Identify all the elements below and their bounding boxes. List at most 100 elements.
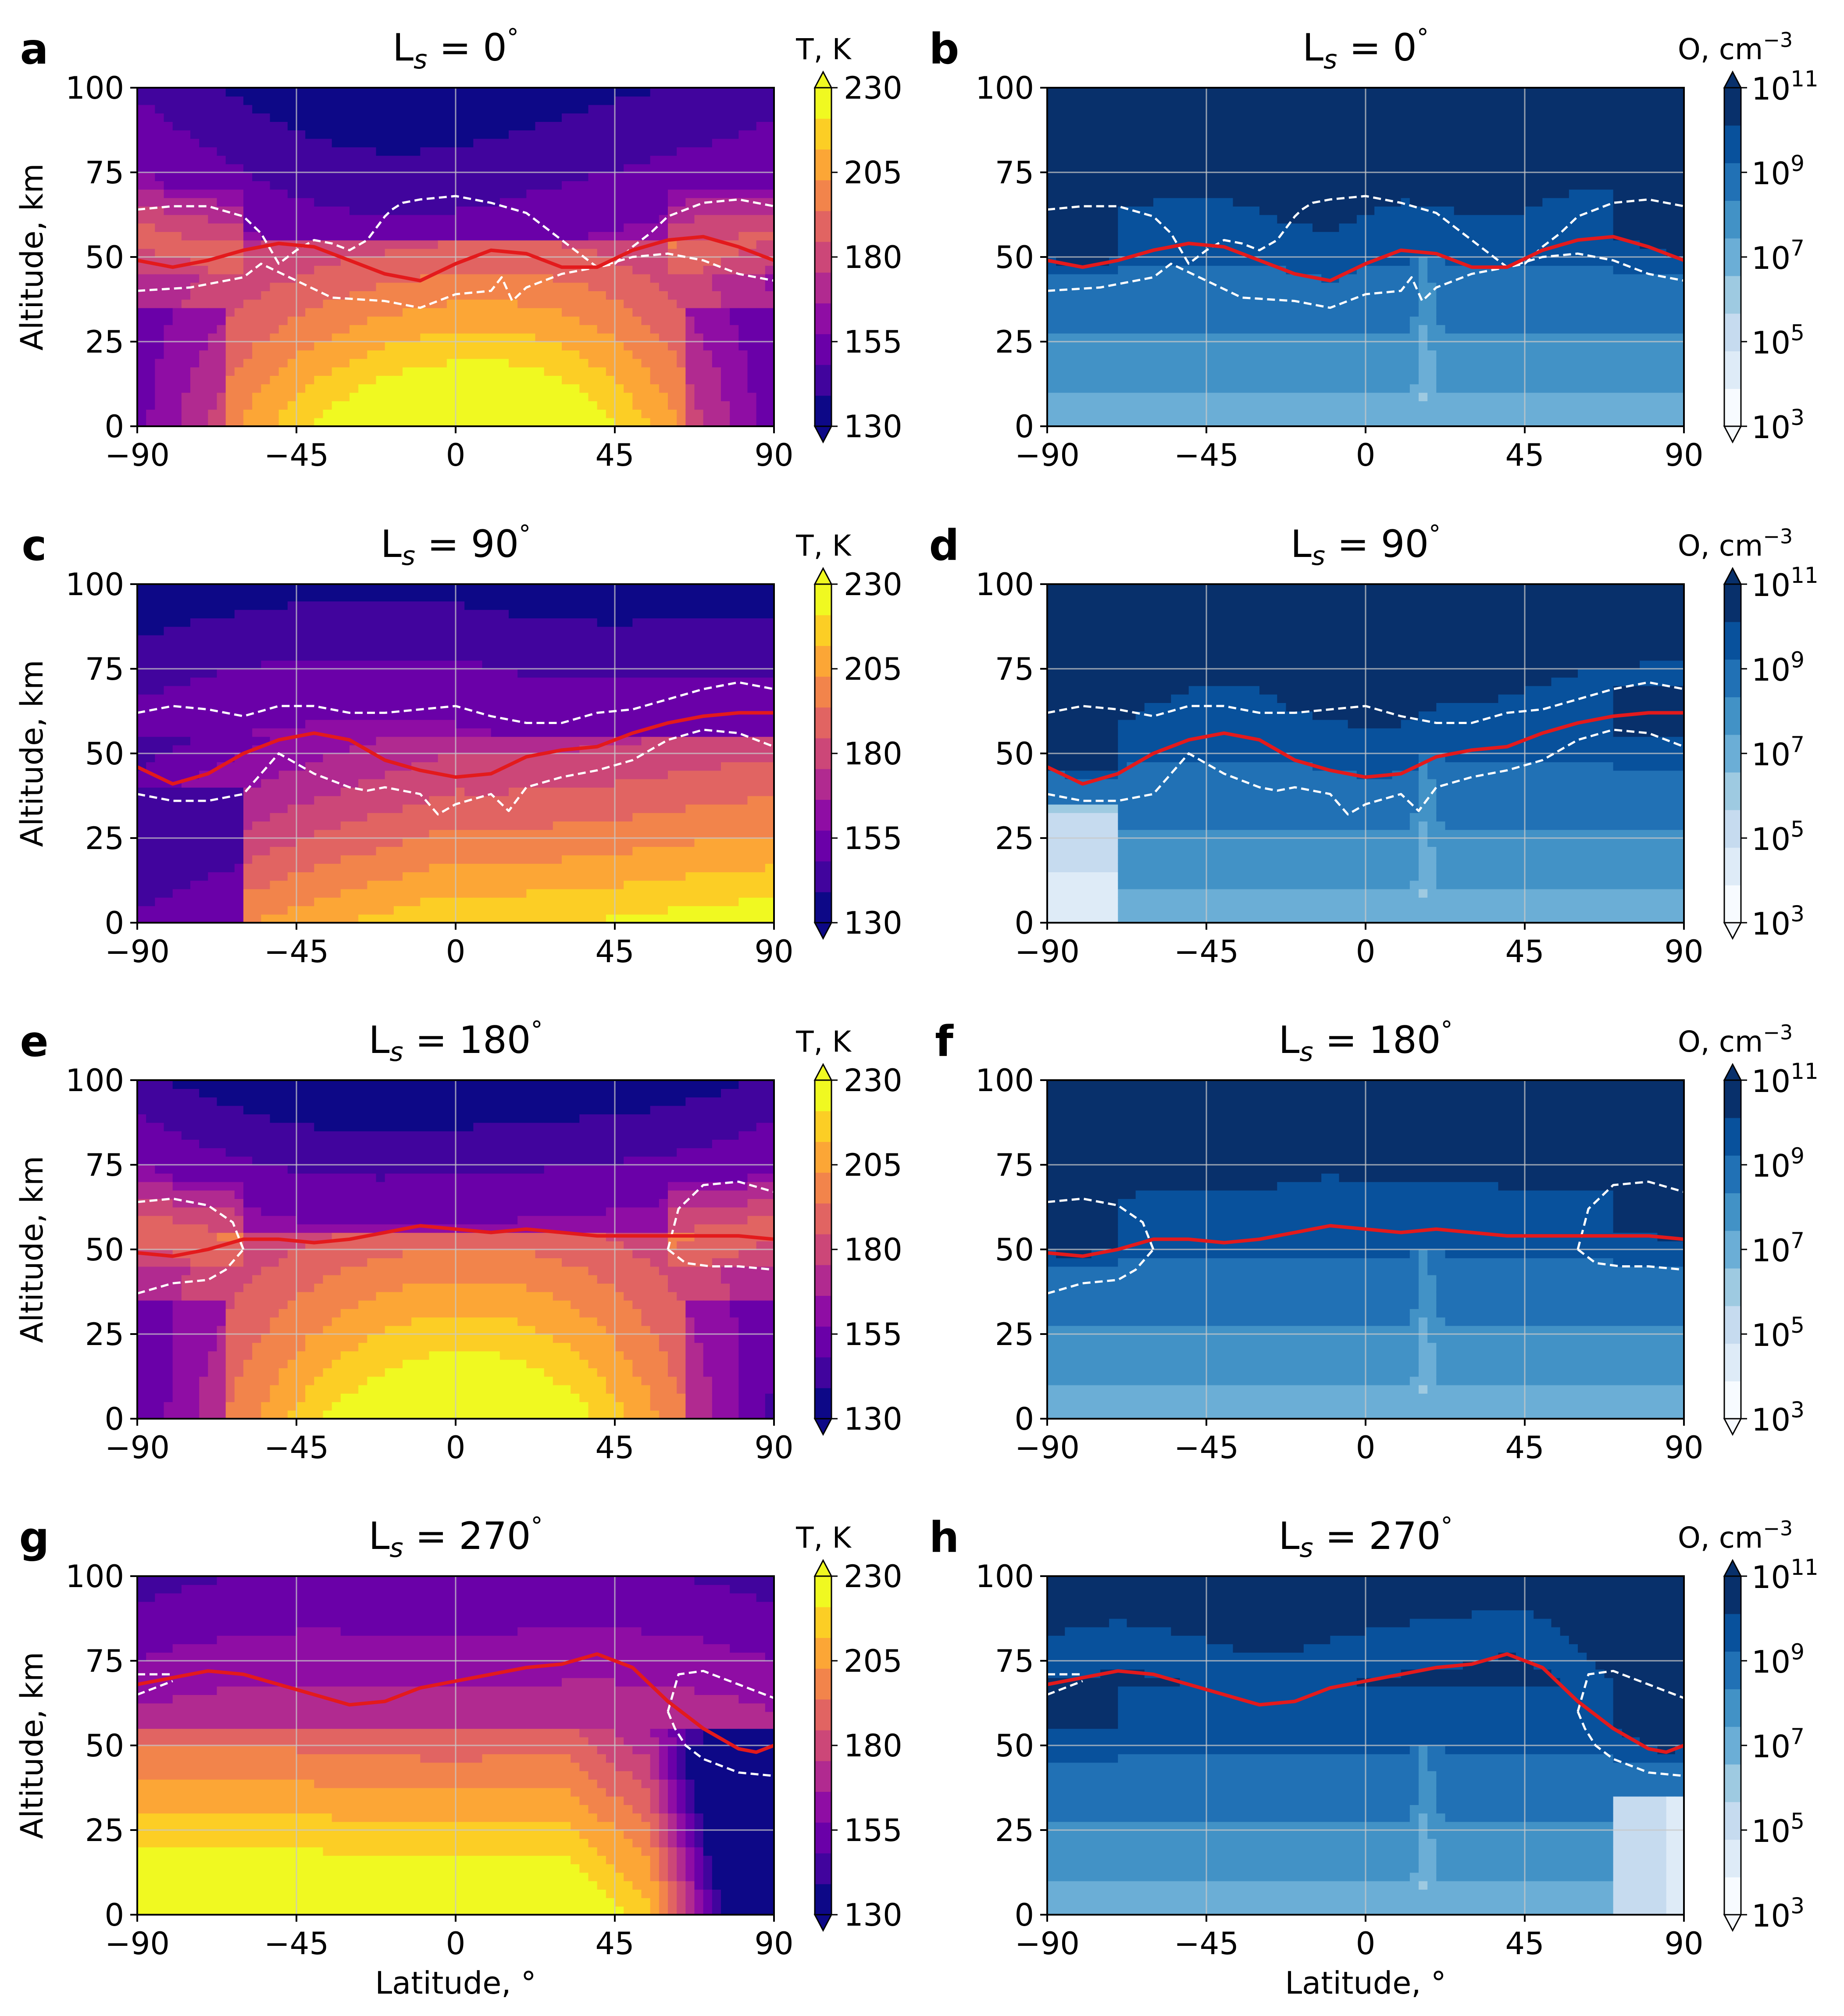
field-cell [208,265,218,275]
field-cell [730,401,739,410]
field-cell [1356,223,1366,232]
field-cell [1127,104,1136,114]
field-cell [456,409,465,418]
field-cell [181,307,191,317]
field-cell [491,367,500,376]
field-cell [1082,358,1092,368]
field-cell [1188,172,1198,182]
field-cell [1109,291,1119,300]
field-cell [456,265,465,275]
field-cell [1065,265,1074,275]
field-cell [1109,417,1119,426]
field-cell [385,316,394,325]
field-cell [615,189,624,198]
field-cell [641,299,651,308]
field-cell [420,96,430,105]
field-cell [526,206,536,215]
field-cell [1074,121,1083,131]
field-cell [1047,409,1056,418]
field-cell [1268,172,1278,182]
field-cell [571,206,580,215]
field-cell [1091,138,1101,147]
field-cell [1321,104,1331,114]
field-cell [641,189,651,198]
field-cell [491,392,500,401]
field-cell [632,291,642,300]
field-cell [234,299,244,308]
field-cell [1118,155,1127,164]
field-cell [429,358,439,368]
field-cell [1462,130,1472,139]
field-cell [1339,307,1348,317]
field-cell [243,147,253,156]
field-cell [323,181,332,190]
field-cell [1392,350,1402,359]
field-cell [677,113,686,122]
field-cell [296,342,306,351]
field-cell [535,265,545,275]
field-cell [721,223,730,232]
field-cell [1224,257,1234,266]
field-cell [1277,358,1287,368]
field-cell [1153,138,1163,147]
field-cell [738,325,748,334]
field-cell [1383,375,1393,385]
field-cell [164,257,173,266]
field-cell [340,316,350,325]
field-cell [668,181,677,190]
field-cell [1241,265,1251,275]
field-cell [1277,223,1287,232]
field-cell [1348,358,1357,368]
field-cell [615,223,624,232]
field-cell [703,113,713,122]
field-cell [1162,265,1172,275]
field-cell [261,223,271,232]
field-cell [332,265,341,275]
field-cell [1188,88,1198,97]
field-cell [517,325,527,334]
field-cell [1295,392,1304,401]
field-cell [199,342,209,351]
field-cell [571,172,580,182]
field-cell [456,113,465,122]
field-cell [544,282,553,291]
field-cell [544,333,553,342]
field-cell [385,392,394,401]
field-cell [137,375,146,385]
field-cell [305,409,315,418]
field-cell [747,138,757,147]
field-cell [1065,121,1074,131]
field-cell [1401,409,1410,418]
field-cell [287,104,297,114]
field-cell [1162,206,1172,215]
field-cell [526,282,536,291]
field-cell [446,401,456,410]
field-cell [1374,121,1384,131]
field-cell [438,248,447,257]
field-cell [261,257,271,266]
field-cell [1498,181,1508,190]
field-cell [393,206,403,215]
field-cell [553,358,562,368]
field-cell [1127,164,1136,173]
field-cell [756,96,766,105]
field-cell [1268,316,1278,325]
field-cell [1074,409,1083,418]
field-cell [650,130,660,139]
field-cell [1074,333,1083,342]
field-cell [1445,417,1455,426]
field-cell [1109,316,1119,325]
field-cell [730,325,739,334]
field-cell [296,358,306,368]
field-cell [1436,409,1446,418]
field-cell [1374,350,1384,359]
field-cell [1374,240,1384,249]
field-cell [332,113,341,122]
field-cell [190,401,200,410]
field-cell [1241,121,1251,131]
field-cell [1409,333,1419,342]
field-cell [1233,265,1242,275]
field-cell [190,164,200,173]
field-cell [1215,257,1225,266]
field-cell [1321,147,1331,156]
